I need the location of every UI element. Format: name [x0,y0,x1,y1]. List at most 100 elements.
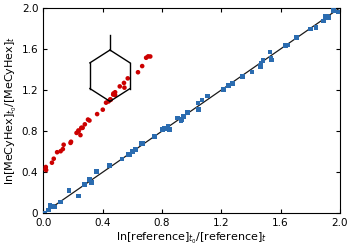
Point [87,118,92,122]
Point [143,56,149,60]
Point [106,100,111,103]
Point [308,27,313,31]
Point [220,88,226,92]
Point [152,134,157,138]
Point [166,128,172,132]
Point [66,188,72,192]
Point [94,112,100,116]
Point [61,143,67,147]
Point [51,205,57,209]
Point [49,204,55,208]
Point [112,90,118,94]
Point [42,212,48,216]
Point [57,200,63,204]
Point [125,76,131,80]
Point [249,70,255,74]
Point [258,64,264,68]
Point [162,126,167,130]
Point [51,157,57,161]
Point [268,50,273,54]
Point [74,131,79,135]
Point [121,81,127,85]
Point [68,140,74,144]
Point [79,126,84,130]
Point [268,56,274,60]
Point [130,149,136,153]
Point [117,84,122,88]
Point [321,19,326,23]
Point [89,180,94,184]
Point [43,165,49,169]
Point [119,157,125,161]
Point [175,116,180,120]
Point [294,35,299,39]
Point [165,124,171,128]
Point [47,204,53,208]
Point [240,74,245,78]
Point [107,163,112,167]
Point [76,130,81,134]
Point [205,94,210,98]
Point [94,170,99,174]
Point [103,101,109,105]
Point [199,98,205,102]
Point [335,10,341,14]
Point [138,142,144,146]
Point [258,61,264,65]
Point [135,70,141,74]
Point [326,16,332,20]
Point [78,133,83,137]
Point [78,126,84,130]
Point [195,101,201,105]
Point [322,14,328,18]
Point [226,83,232,87]
Point [283,43,288,47]
Point [49,161,55,165]
Point [81,182,87,186]
Point [179,118,184,122]
Point [196,108,202,112]
X-axis label: ln[reference]$_{t_0}$/[reference]$_t$: ln[reference]$_{t_0}$/[reference]$_t$ [116,231,267,246]
Point [140,142,146,146]
Point [51,205,57,209]
Point [87,177,92,181]
Point [107,97,113,101]
Point [178,118,184,122]
Point [269,58,274,62]
Point [313,26,319,30]
Point [139,64,145,68]
Point [58,149,63,153]
Y-axis label: ln[MeCyHex]$_{t_0}$/[MeCyHex]$_t$: ln[MeCyHex]$_{t_0}$/[MeCyHex]$_t$ [4,36,19,185]
Point [111,92,116,96]
Point [285,43,291,47]
Point [125,152,131,156]
Point [230,82,235,86]
Point [111,92,116,96]
Point [82,182,87,186]
Point [147,54,153,58]
Point [108,98,114,102]
Point [85,118,91,122]
Point [76,128,81,132]
Point [331,8,336,12]
Point [133,148,138,152]
Point [45,208,51,212]
Point [76,194,81,198]
Point [68,141,73,145]
Point [121,86,127,90]
Point [60,147,66,151]
Point [160,127,165,131]
Point [185,110,190,114]
Point [324,14,330,18]
Point [43,168,49,172]
Point [54,150,60,154]
Point [43,167,48,171]
Point [260,58,266,62]
Point [80,126,86,130]
Point [112,93,118,97]
Point [82,122,88,126]
Point [127,153,132,157]
Point [181,114,186,118]
Point [100,108,106,112]
Point [145,54,151,58]
